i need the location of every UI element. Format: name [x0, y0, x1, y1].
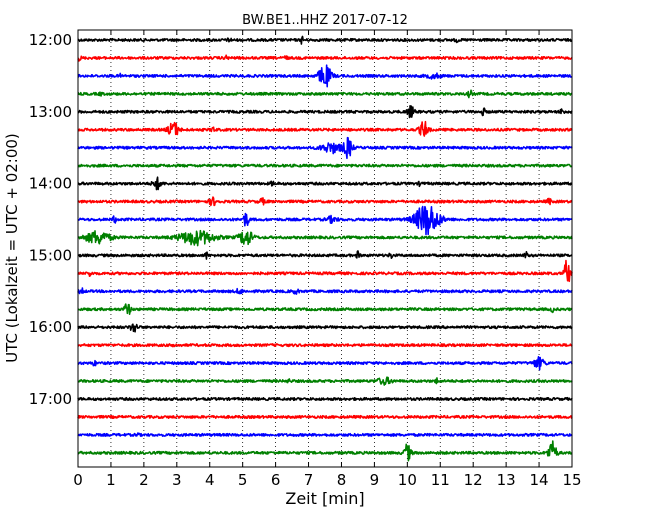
trace-1200: [77, 35, 573, 45]
trace-1330: [77, 136, 573, 160]
x-tick-label-13: 13: [497, 471, 516, 489]
trace-1730: [77, 432, 573, 437]
trace-1530: [77, 287, 573, 295]
y-tick-label-3: 15:00: [29, 246, 72, 264]
y-tick-label-0: 12:00: [29, 31, 72, 49]
x-tick-label-1: 1: [106, 471, 116, 489]
trace-group: [77, 35, 573, 462]
y-tick-label-1: 13:00: [29, 103, 72, 121]
x-tick-label-6: 6: [271, 471, 281, 489]
x-tick-label-2: 2: [139, 471, 149, 489]
x-tick-label-10: 10: [398, 471, 417, 489]
x-tick-label-14: 14: [530, 471, 549, 489]
trace-1515: [77, 259, 573, 283]
trace-1500: [77, 250, 573, 260]
y-axis-ticks: 12:00 13:00 14:00 15:00 16:00 17:00: [29, 31, 572, 408]
trace-1415: [77, 196, 573, 207]
trace-1630: [77, 356, 573, 371]
trace-1600: [77, 323, 573, 333]
y-axis-label: UTC (Lokalzeit = UTC + 02:00): [3, 133, 21, 363]
trace-1400: [77, 176, 573, 191]
trace-1230: [77, 64, 573, 88]
trace-1345: [77, 163, 573, 168]
x-tick-label-0: 0: [73, 471, 83, 489]
trace-1300: [77, 105, 573, 119]
x-tick-label-5: 5: [238, 471, 248, 489]
trace-1245: [77, 89, 573, 99]
x-tick-label-4: 4: [205, 471, 215, 489]
trace-1715: [77, 414, 573, 420]
vertical-grid: [110, 30, 540, 467]
x-tick-label-8: 8: [337, 471, 347, 489]
x-tick-label-7: 7: [304, 471, 314, 489]
x-tick-label-11: 11: [431, 471, 450, 489]
y-tick-label-5: 17:00: [29, 390, 72, 408]
x-tick-label-3: 3: [172, 471, 182, 489]
trace-1745: [77, 440, 573, 462]
x-axis-ticks: 0 1 2 3 4 5 6 7 8 9 10 11 12 13 14 15: [73, 30, 582, 489]
x-tick-label-12: 12: [464, 471, 483, 489]
x-tick-label-15: 15: [562, 471, 581, 489]
x-tick-label-9: 9: [370, 471, 380, 489]
plot-frame: [77, 29, 573, 468]
trace-1700: [77, 396, 573, 402]
trace-1215: [77, 54, 573, 62]
trace-1445: [77, 229, 573, 247]
x-axis-label: Zeit [min]: [285, 489, 364, 508]
trace-1545: [77, 303, 573, 316]
trace-1430: [77, 205, 573, 236]
trace-1615: [77, 343, 573, 348]
trace-1645: [77, 376, 573, 386]
y-tick-label-4: 16:00: [29, 318, 72, 336]
chart-title: BW.BE1..HHZ 2017-07-12: [242, 13, 408, 28]
y-tick-label-2: 14:00: [29, 175, 72, 193]
trace-1315: [77, 120, 573, 137]
